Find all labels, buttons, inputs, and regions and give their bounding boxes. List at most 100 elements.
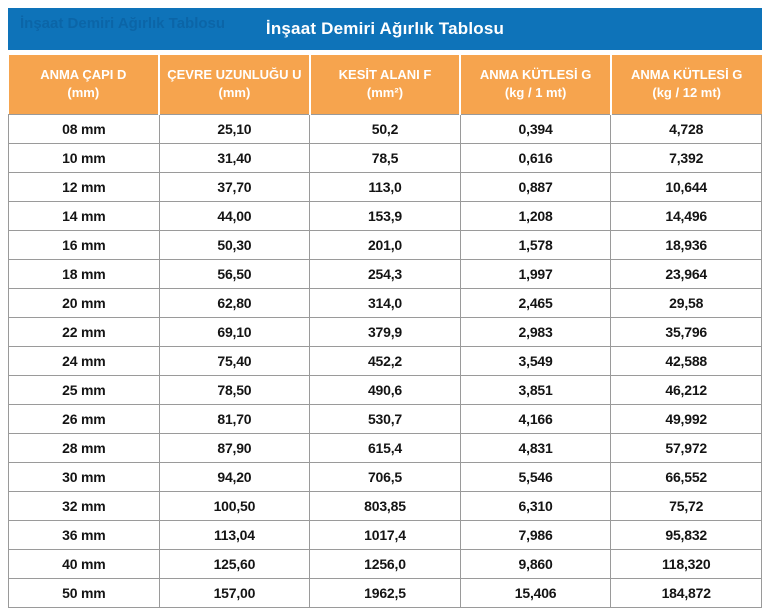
table-cell: 118,320 (610, 548, 762, 579)
table-row: 08 mm 25,10 50,2 0,394 4,728 (8, 113, 762, 144)
table-cell: 706,5 (309, 461, 461, 492)
table-cell: 57,972 (610, 432, 762, 463)
table-row: 32 mm 100,50 803,85 6,310 75,72 (8, 490, 762, 521)
table-cell: 615,4 (309, 432, 461, 463)
table-cell: 95,832 (610, 519, 762, 550)
column-header-label: ANMA ÇAPI D (40, 67, 127, 82)
table-cell: 08 mm (8, 113, 160, 144)
table-cell: 25 mm (8, 374, 160, 405)
table-row: 16 mm 50,30 201,0 1,578 18,936 (8, 229, 762, 260)
table-cell: 31,40 (158, 142, 311, 173)
page-title: İnşaat Demiri Ağırlık Tablosu (265, 19, 505, 38)
table-cell: 46,212 (610, 374, 762, 405)
table-cell: 379,9 (309, 316, 461, 347)
table-cell: 1,578 (459, 229, 612, 260)
table-cell: 30 mm (8, 461, 160, 492)
column-header: ANMA KÜTLESİ G (kg / 12 mt) (610, 55, 762, 114)
table-cell: 2,983 (459, 316, 612, 347)
table-cell: 0,887 (459, 171, 612, 202)
table-cell: 201,0 (309, 229, 461, 260)
table-cell: 10,644 (610, 171, 762, 202)
table-cell: 49,992 (610, 403, 762, 434)
rebar-weight-table: ANMA ÇAPI D (mm) ÇEVRE UZUNLUĞU U (mm) KESİT… (8, 55, 762, 608)
table-cell: 69,10 (158, 316, 311, 347)
column-header-unit: (kg / 1 mt) (504, 85, 567, 101)
table-cell: 50 mm (8, 577, 160, 608)
table-cell: 35,796 (610, 316, 762, 347)
table-row: 25 mm 78,50 490,6 3,851 46,212 (8, 374, 762, 405)
table-cell: 18,936 (610, 229, 762, 260)
table-cell: 32 mm (8, 490, 160, 521)
table-cell: 1,997 (459, 258, 612, 289)
table-cell: 28 mm (8, 432, 160, 463)
table-cell: 12 mm (8, 171, 160, 202)
table-cell: 1,208 (459, 200, 612, 231)
table-cell: 81,70 (158, 403, 311, 434)
table-cell: 9,860 (459, 548, 612, 579)
table-cell: 22 mm (8, 316, 160, 347)
title-bar: İnşaat Demiri Ağırlık Tablosu İnşaat Dem… (8, 8, 762, 50)
table-cell: 3,549 (459, 345, 612, 376)
table-cell: 125,60 (158, 548, 311, 579)
table-body: 08 mm 25,10 50,2 0,394 4,728 10 mm 31,40 78,5 0,… (8, 113, 762, 608)
table-cell: 5,546 (459, 461, 612, 492)
table-cell: 37,70 (158, 171, 311, 202)
table-cell: 153,9 (309, 200, 461, 231)
table-cell: 0,616 (459, 142, 612, 173)
column-header-unit: (mm) (67, 85, 100, 101)
table-cell: 14 mm (8, 200, 160, 231)
table-cell: 2,465 (459, 287, 612, 318)
table-cell: 78,50 (158, 374, 311, 405)
table-cell: 113,0 (309, 171, 461, 202)
table-cell: 1256,0 (309, 548, 461, 579)
table-cell: 4,728 (610, 113, 762, 144)
column-header: ÇEVRE UZUNLUĞU U (mm) (159, 55, 311, 114)
table-row: 40 mm 125,60 1256,0 9,860 118,320 (8, 548, 762, 579)
column-header-unit: (mm²) (366, 85, 404, 101)
table-cell: 490,6 (309, 374, 461, 405)
table-cell: 42,588 (610, 345, 762, 376)
table-cell: 23,964 (610, 258, 762, 289)
table-cell: 7,986 (459, 519, 612, 550)
table-header: ANMA ÇAPI D (mm) ÇEVRE UZUNLUĞU U (mm) KESİT… (8, 55, 762, 114)
table-cell: 7,392 (610, 142, 762, 173)
table-row: 12 mm 37,70 113,0 0,887 10,644 (8, 171, 762, 202)
table-cell: 78,5 (309, 142, 461, 173)
table-row: 24 mm 75,40 452,2 3,549 42,588 (8, 345, 762, 376)
table-cell: 15,406 (459, 577, 612, 608)
table-cell: 100,50 (158, 490, 311, 521)
table-cell: 36 mm (8, 519, 160, 550)
table-cell: 50,30 (158, 229, 311, 260)
table-cell: 4,831 (459, 432, 612, 463)
table-cell: 803,85 (309, 490, 461, 521)
column-header-unit: (kg / 12 mt) (652, 85, 721, 101)
table-row: 18 mm 56,50 254,3 1,997 23,964 (8, 258, 762, 289)
table-cell: 29,58 (610, 287, 762, 318)
table-cell: 10 mm (8, 142, 160, 173)
table-cell: 530,7 (309, 403, 461, 434)
column-header-label: KESİT ALANI F (338, 67, 432, 82)
table-cell: 25,10 (158, 113, 311, 144)
table-cell: 14,496 (610, 200, 762, 231)
table-row: 50 mm 157,00 1962,5 15,406 184,872 (8, 577, 762, 608)
table-row: 14 mm 44,00 153,9 1,208 14,496 (8, 200, 762, 231)
table-cell: 20 mm (8, 287, 160, 318)
table-row: 28 mm 87,90 615,4 4,831 57,972 (8, 432, 762, 463)
table-cell: 452,2 (309, 345, 461, 376)
table-row: 20 mm 62,80 314,0 2,465 29,58 (8, 287, 762, 318)
table-cell: 94,20 (158, 461, 311, 492)
column-header: KESİT ALANI F (mm²) (309, 55, 462, 114)
table-cell: 56,50 (158, 258, 311, 289)
table-cell: 66,552 (610, 461, 762, 492)
table-cell: 254,3 (309, 258, 461, 289)
table-cell: 44,00 (158, 200, 311, 231)
table-cell: 40 mm (8, 548, 160, 579)
table-cell: 6,310 (459, 490, 612, 521)
table-cell: 3,851 (459, 374, 612, 405)
table-cell: 314,0 (309, 287, 461, 318)
table-cell: 1962,5 (309, 577, 461, 608)
table-cell: 157,00 (158, 577, 311, 608)
column-header: ANMA ÇAPI D (mm) (8, 55, 161, 114)
table-cell: 75,72 (610, 490, 762, 521)
